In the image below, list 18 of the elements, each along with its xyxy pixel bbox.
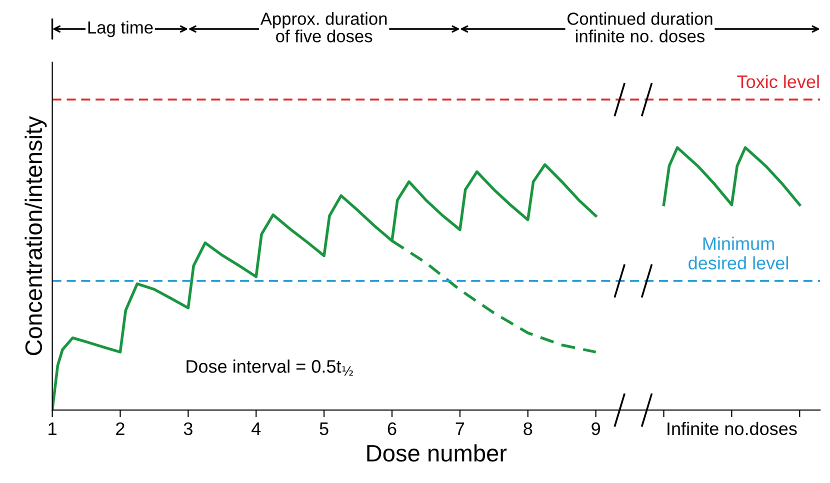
ref-line-label: Toxic level [737, 74, 819, 88]
x-tick-label: 6 [388, 422, 396, 436]
annotation: Dose interval = 0.5t$_{½}$ [186, 360, 353, 376]
x-tick-label: Infinite no.doses [668, 422, 797, 436]
ref-line-label: Minimum desired level [688, 236, 788, 270]
x-axis-title: Dose number [367, 444, 507, 462]
x-tick-label: 7 [456, 422, 464, 435]
x-tick-label: 2 [116, 422, 124, 435]
text: Approx. duration of five doses [260, 12, 387, 42]
x-tick-label: 4 [252, 422, 261, 435]
text: Lag time [88, 20, 153, 38]
text: Continued duration infinite no. doses [568, 12, 712, 42]
x-tick-label: 3 [184, 422, 192, 436]
y-axis-title: Concentration/intensity [24, 116, 47, 356]
x-tick-label: 5 [320, 422, 328, 436]
x-tick-label: 8 [524, 422, 532, 436]
x-tick-label: 1 [48, 422, 56, 435]
x-tick-label: 9 [592, 422, 600, 436]
